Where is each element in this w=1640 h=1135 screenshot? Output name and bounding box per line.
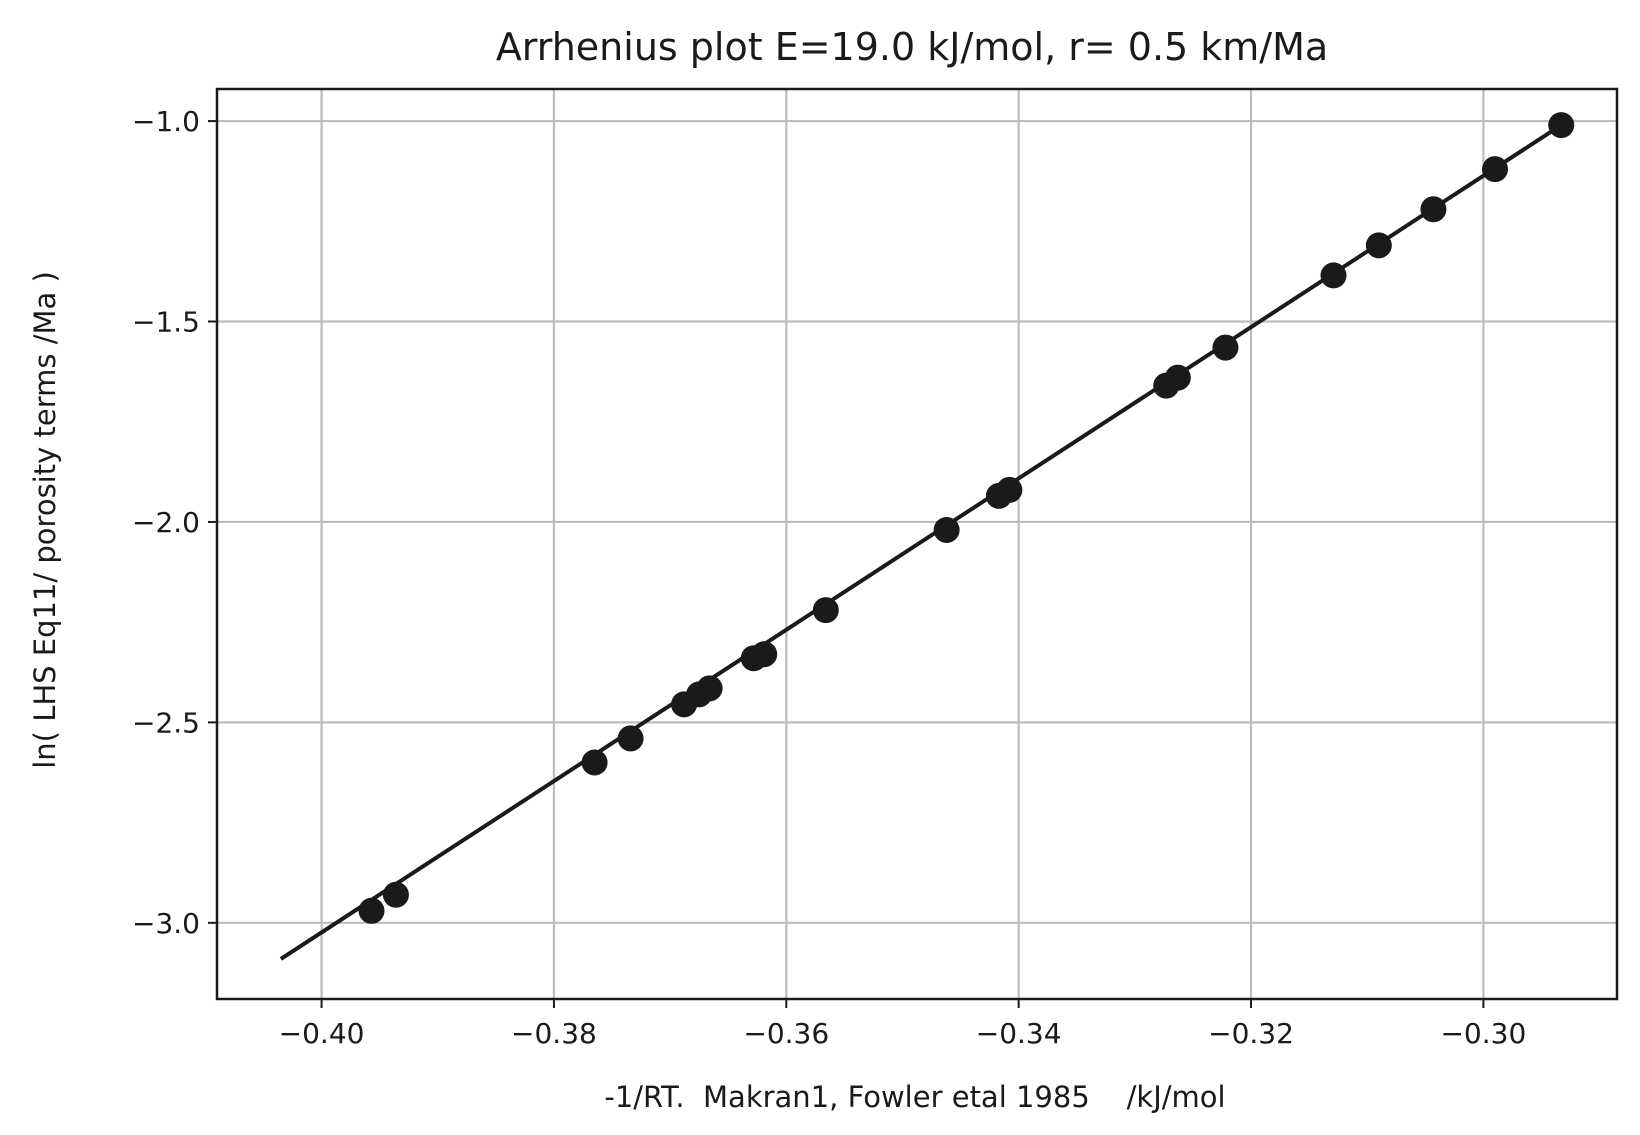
x-tick-label: −0.40 [279,1017,365,1050]
x-tick-label: −0.36 [743,1017,829,1050]
data-point [933,516,960,543]
data-point [382,881,409,908]
data-points [358,112,1575,924]
chart-title: Arrhenius plot E=19.0 kJ/mol, r= 0.5 km/… [496,25,1328,69]
x-tick-label: −0.34 [976,1017,1062,1050]
data-point [581,749,608,776]
y-tick-label: −2.0 [132,506,200,539]
data-point [1420,196,1447,223]
data-point [812,597,839,624]
y-tick-label: −1.0 [132,105,200,138]
data-point [358,897,385,924]
x-tick-label: −0.32 [1208,1017,1294,1050]
data-point [1212,334,1239,361]
data-point [1365,232,1392,259]
data-point [1164,364,1191,391]
data-point [996,476,1023,503]
data-point [617,725,644,752]
data-point [1482,156,1509,183]
fit-line [279,123,1563,961]
data-point [1548,112,1575,139]
y-axis-label: ln( LHS Eq11/ porosity terms /Ma ) [28,271,62,769]
x-axis-label: -1/RT. Makran1, Fowler etal 1985 /kJ/mol [604,1080,1225,1114]
x-tick-label: −0.38 [511,1017,597,1050]
data-point [1320,262,1347,289]
plot-frame [215,87,1619,1001]
y-tick-label: −3.0 [132,907,200,940]
fit-line-layer [279,123,1563,961]
grid [217,89,1617,999]
y-tick-label: −1.5 [132,306,200,339]
data-point [751,641,778,668]
ticks: −0.40 −0.38 −0.36 −0.34 −0.32 −0.30 −1.0 −1.5 −2… [132,105,1526,1050]
data-point [696,675,723,702]
x-tick-label: −0.30 [1440,1017,1526,1050]
y-tick-label: −2.5 [132,706,200,739]
